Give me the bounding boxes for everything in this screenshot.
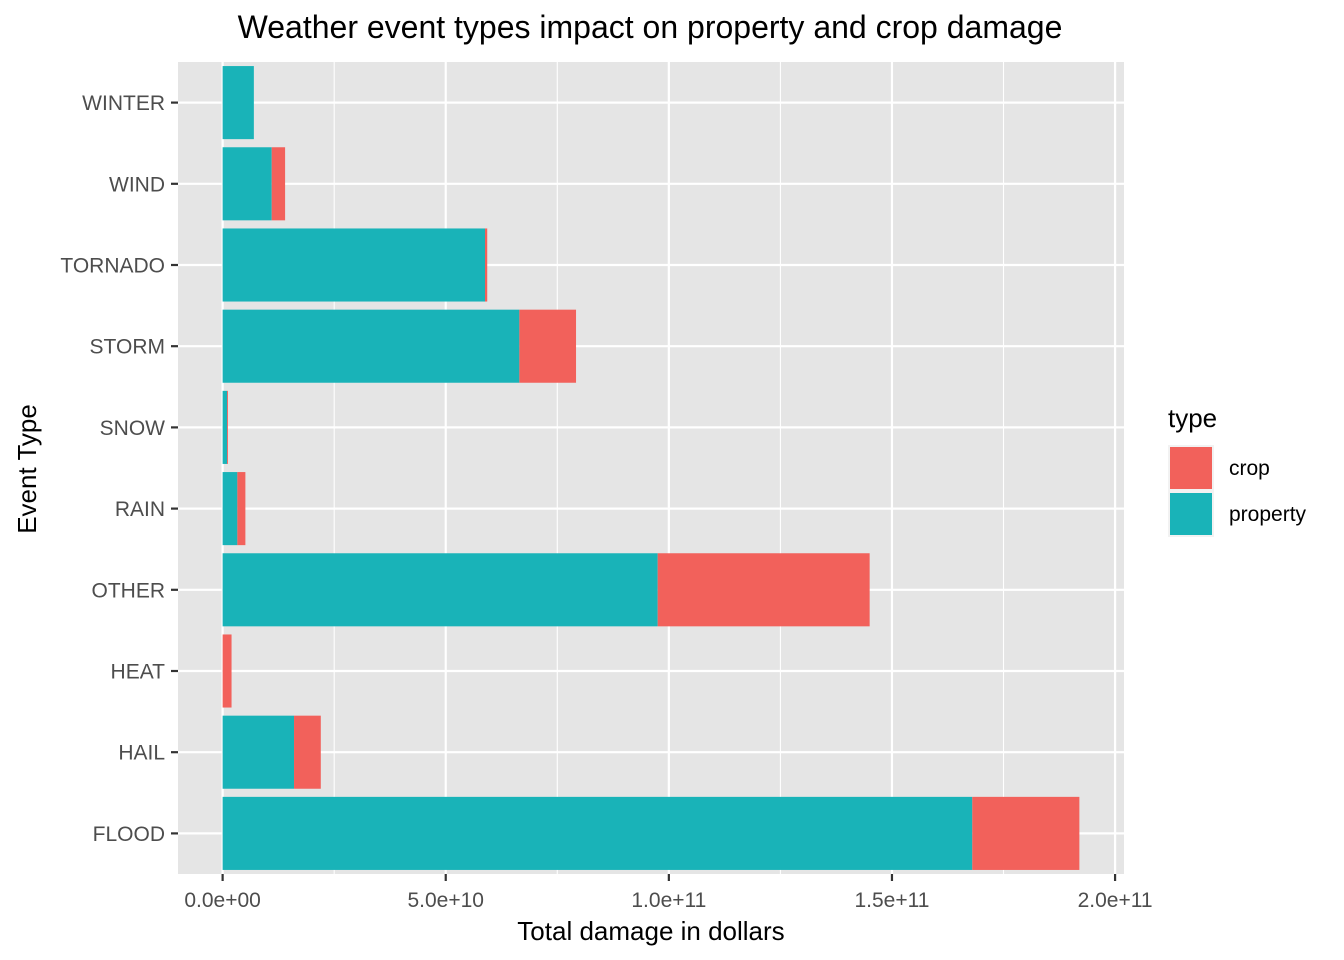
bar-crop-heat xyxy=(222,634,232,708)
chart-title: Weather event types impact on property a… xyxy=(238,9,1063,45)
bar-crop-storm xyxy=(519,309,577,383)
bar-property-other xyxy=(222,553,658,627)
bar-property-winter xyxy=(222,66,254,140)
bar-crop-other xyxy=(657,553,870,627)
bar-property-storm xyxy=(222,309,520,383)
y-axis: FLOOD HAIL HEAT OTHER RAIN SNOW STORM TORNADO WI… xyxy=(60,92,178,846)
legend-swatch-property xyxy=(1170,493,1212,535)
x-axis: 0.0e+00 5.0e+10 1.0e+11 1.5e+11 2.0e+11 xyxy=(184,874,1153,912)
bar-crop-snow xyxy=(227,390,228,464)
bar-crop-hail xyxy=(294,715,321,789)
y-tick-label: STORM xyxy=(90,336,165,359)
y-tick-label: HAIL xyxy=(118,742,165,765)
bar-property-snow xyxy=(222,390,228,464)
bar-property-hail xyxy=(222,715,295,789)
bar-crop-rain xyxy=(237,472,246,546)
legend: type crop property xyxy=(1168,403,1307,537)
y-tick-label: HEAT xyxy=(111,661,166,684)
bar-crop-tornado xyxy=(485,228,488,302)
legend-label-property: property xyxy=(1229,503,1307,526)
y-tick-label: RAIN xyxy=(115,498,165,521)
bars-layer xyxy=(222,66,1080,870)
y-tick-label: OTHER xyxy=(92,579,166,602)
legend-title: type xyxy=(1168,403,1217,433)
x-tick-label: 0.0e+00 xyxy=(184,889,261,912)
legend-swatch-crop xyxy=(1170,447,1212,489)
x-tick-label: 1.5e+11 xyxy=(854,889,929,912)
legend-label-crop: crop xyxy=(1229,457,1270,480)
y-axis-title: Event Type xyxy=(12,404,42,534)
bar-crop-wind xyxy=(271,147,286,221)
bar-property-wind xyxy=(222,147,272,221)
bar-property-tornado xyxy=(222,228,486,302)
x-axis-title: Total damage in dollars xyxy=(517,916,784,946)
y-tick-label: TORNADO xyxy=(60,255,165,278)
x-tick-label: 2.0e+11 xyxy=(1078,889,1153,912)
x-tick-label: 5.0e+10 xyxy=(407,889,484,912)
y-tick-label: WINTER xyxy=(82,92,165,115)
bar-property-flood xyxy=(222,796,973,870)
bar-property-rain xyxy=(222,472,238,546)
panel-background xyxy=(178,62,1124,874)
x-tick-label: 1.0e+11 xyxy=(631,889,706,912)
y-tick-label: FLOOD xyxy=(93,823,165,846)
bar-crop-flood xyxy=(972,796,1080,870)
y-tick-label: WIND xyxy=(109,173,165,196)
y-tick-label: SNOW xyxy=(100,417,166,440)
